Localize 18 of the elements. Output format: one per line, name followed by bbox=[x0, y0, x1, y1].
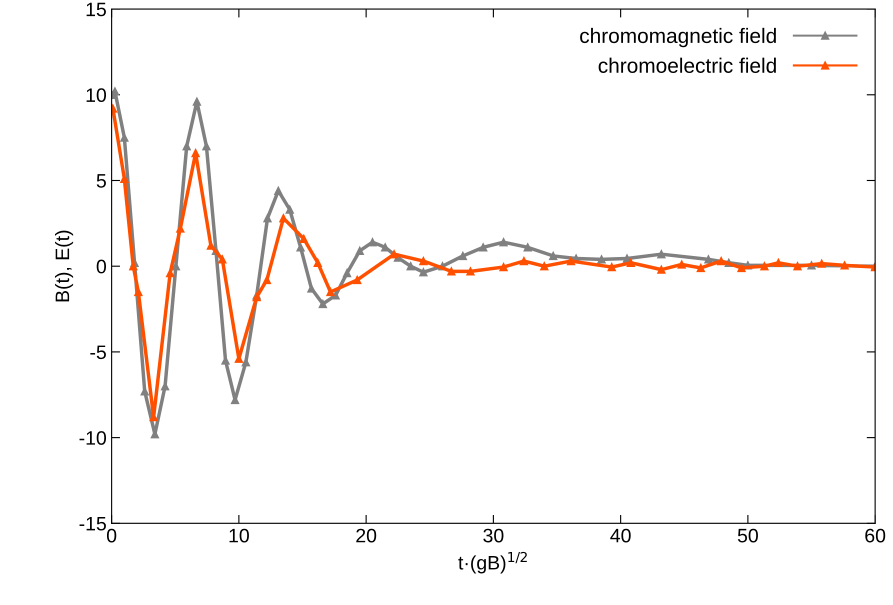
y-tick-label: 10 bbox=[86, 88, 106, 102]
y-axis-title: B(t), E(t) bbox=[54, 230, 74, 302]
y-tick-label: -10 bbox=[80, 431, 106, 445]
x-tick-label: 20 bbox=[356, 528, 376, 542]
x-tick-label: 30 bbox=[483, 528, 504, 542]
x-tick-label: 40 bbox=[610, 528, 631, 542]
x-tick-label: 50 bbox=[738, 528, 758, 542]
x-tick-label: 60 bbox=[865, 528, 886, 542]
x-axis-title: t·(gB)$^{1/2}$ bbox=[458, 552, 527, 574]
x-tick-label: 0 bbox=[106, 528, 116, 542]
y-tick-label: 15 bbox=[86, 2, 106, 16]
y-tick-label: 0 bbox=[96, 260, 106, 274]
x-tick-label: 10 bbox=[230, 528, 249, 542]
y-tick-label: -5 bbox=[90, 346, 106, 360]
legend-label: chromoelectric field bbox=[598, 58, 776, 73]
y-tick-label: -15 bbox=[80, 516, 106, 531]
y-tick-label: 5 bbox=[96, 174, 106, 188]
legend-label: chromomagnetic field bbox=[580, 28, 776, 48]
